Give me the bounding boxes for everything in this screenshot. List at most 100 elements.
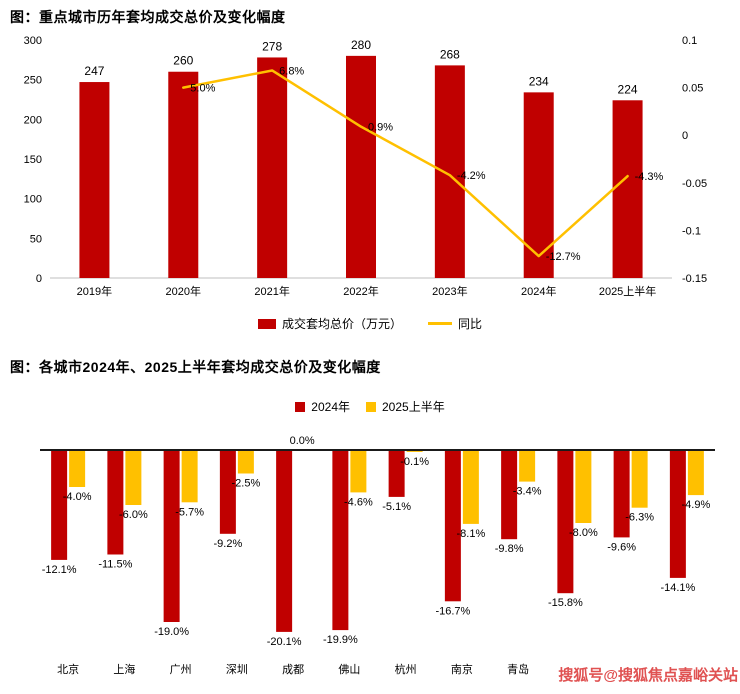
bar-value-label: -4.6% bbox=[344, 496, 373, 508]
city-label: 成都 bbox=[282, 663, 304, 676]
price-bar bbox=[79, 82, 110, 278]
chart1-legend: 成交套均总价（万元） 同比 bbox=[0, 315, 740, 332]
legend-label-total-price: 成交套均总价（万元） bbox=[281, 317, 402, 331]
bar-2025h1 bbox=[350, 451, 367, 493]
bar-value-label: -6.3% bbox=[625, 512, 654, 524]
line-series-swatch bbox=[428, 322, 452, 325]
chart1-title: 图：重点城市历年套均成交总价及变化幅度 bbox=[10, 9, 286, 25]
watermark: 搜狐号@搜狐焦点嘉峪关站 bbox=[558, 667, 738, 684]
swatch-2025h1 bbox=[366, 401, 376, 412]
chart2-city-change: 北京 -12.1% -4.0% 上海 -11.5% -6.0% 广州 -19.0% -5.7% 深… bbox=[40, 435, 715, 676]
city-label: 佛山 bbox=[338, 663, 360, 676]
right-axis-tick: 0.05 bbox=[682, 83, 703, 95]
bar-value-label: -5.7% bbox=[175, 506, 204, 518]
city-label: 南京 bbox=[451, 662, 473, 676]
bar-value-label: -11.5% bbox=[98, 559, 132, 571]
left-axis-tick: 0 bbox=[36, 273, 42, 285]
bar-value-label: -6.0% bbox=[119, 509, 148, 521]
bar-value-label: -9.8% bbox=[495, 543, 524, 555]
price-bar bbox=[434, 65, 465, 279]
line-value-label: 5.0% bbox=[190, 83, 215, 95]
bar-2025h1 bbox=[125, 451, 142, 505]
bar-value-label: -3.4% bbox=[513, 486, 542, 498]
bar-value-label: -4.0% bbox=[63, 491, 92, 503]
city-label: 上海 bbox=[113, 662, 135, 676]
bar-value-label: -19.0% bbox=[154, 626, 189, 638]
bar-value-label: 278 bbox=[262, 39, 282, 53]
legend-item-total-price: 成交套均总价（万元） bbox=[257, 315, 402, 332]
chart2-title: 图：各城市2024年、2025上半年套均成交总价及变化幅度 bbox=[10, 359, 381, 375]
chart1-price-and-yoy: 0 50 100 150 200 250 300 0.1 0.05 0 -0.05 -0.1 -0.15… bbox=[24, 35, 707, 298]
bar-2024 bbox=[332, 451, 349, 631]
price-bar bbox=[612, 100, 643, 278]
legend-item-2024: 2024年 bbox=[295, 398, 350, 415]
legend-label-2024: 2024年 bbox=[311, 400, 350, 414]
city-label: 深圳 bbox=[226, 663, 248, 676]
bar-2025h1 bbox=[462, 451, 479, 524]
bar-value-label: 280 bbox=[351, 38, 371, 52]
bar-2024 bbox=[669, 451, 686, 578]
bar-value-label: -2.5% bbox=[232, 478, 261, 490]
right-axis-tick: -0.1 bbox=[682, 225, 701, 237]
bar-value-label: 0.0% bbox=[290, 435, 315, 447]
bar-value-label: -9.6% bbox=[607, 541, 636, 553]
left-axis-tick: 300 bbox=[24, 35, 42, 47]
bar-value-label: 268 bbox=[440, 47, 460, 61]
bar-value-label: 224 bbox=[618, 82, 638, 96]
bar-2024 bbox=[276, 451, 293, 632]
category-label: 2020年 bbox=[166, 284, 201, 298]
bar-2025h1 bbox=[406, 451, 423, 452]
line-value-label: -4.2% bbox=[457, 170, 486, 182]
category-label: 2022年 bbox=[343, 284, 378, 298]
city-label: 杭州 bbox=[395, 662, 417, 676]
bar-2025h1 bbox=[575, 451, 592, 523]
bar-value-label: -8.0% bbox=[569, 527, 598, 539]
left-axis-tick: 100 bbox=[24, 194, 42, 206]
bar-value-label: -4.9% bbox=[682, 499, 711, 511]
bar-series-swatch bbox=[257, 318, 276, 329]
bar-value-label: -16.7% bbox=[435, 605, 470, 617]
chart2-legend: 2024年 2025上半年 bbox=[0, 398, 740, 415]
left-axis-tick: 200 bbox=[24, 114, 42, 126]
bar-value-label: -15.8% bbox=[548, 597, 583, 609]
price-bar bbox=[168, 71, 199, 278]
bar-2025h1 bbox=[237, 451, 254, 474]
category-label: 2024年 bbox=[521, 284, 556, 298]
legend-item-2025h1: 2025上半年 bbox=[366, 398, 445, 415]
bar-2024 bbox=[107, 451, 124, 555]
bar-2025h1 bbox=[631, 451, 648, 508]
city-label: 青岛 bbox=[507, 662, 529, 676]
legend-item-yoy: 同比 bbox=[428, 315, 482, 332]
bar-2025h1 bbox=[69, 451, 86, 487]
bar-value-label: -8.1% bbox=[457, 528, 486, 540]
bar-2024 bbox=[388, 451, 405, 497]
bar-value-label: -12.1% bbox=[42, 564, 77, 576]
bar-2025h1 bbox=[687, 451, 704, 496]
city-label: 广州 bbox=[170, 663, 192, 676]
bar-value-label: 260 bbox=[173, 54, 193, 68]
bar-value-label: -9.2% bbox=[214, 538, 243, 550]
legend-label-2025h1: 2025上半年 bbox=[382, 400, 445, 414]
bar-value-label: -20.1% bbox=[267, 636, 302, 648]
bar-2024 bbox=[501, 451, 518, 540]
bar-value-label: 234 bbox=[529, 74, 549, 88]
line-value-label: 0.9% bbox=[368, 122, 393, 134]
line-value-label: -12.7% bbox=[546, 251, 581, 263]
right-axis-tick: 0 bbox=[682, 130, 688, 142]
bar-value-label: -5.1% bbox=[382, 501, 411, 513]
category-label: 2021年 bbox=[254, 284, 289, 298]
left-axis-tick: 250 bbox=[24, 75, 42, 87]
yoy-line bbox=[182, 69, 629, 258]
city-label: 北京 bbox=[57, 662, 79, 676]
bar-2025h1 bbox=[181, 451, 198, 503]
bar-value-label: -14.1% bbox=[660, 582, 695, 594]
bar-2024 bbox=[613, 451, 630, 538]
price-bar bbox=[257, 57, 288, 278]
left-axis-tick: 50 bbox=[30, 233, 42, 245]
category-label: 2023年 bbox=[432, 284, 467, 298]
right-axis-tick: 0.1 bbox=[682, 35, 697, 47]
bar-2024 bbox=[163, 451, 180, 622]
legend-label-yoy: 同比 bbox=[458, 317, 483, 331]
right-axis-tick: -0.05 bbox=[682, 178, 707, 190]
bar-2024 bbox=[557, 451, 574, 594]
